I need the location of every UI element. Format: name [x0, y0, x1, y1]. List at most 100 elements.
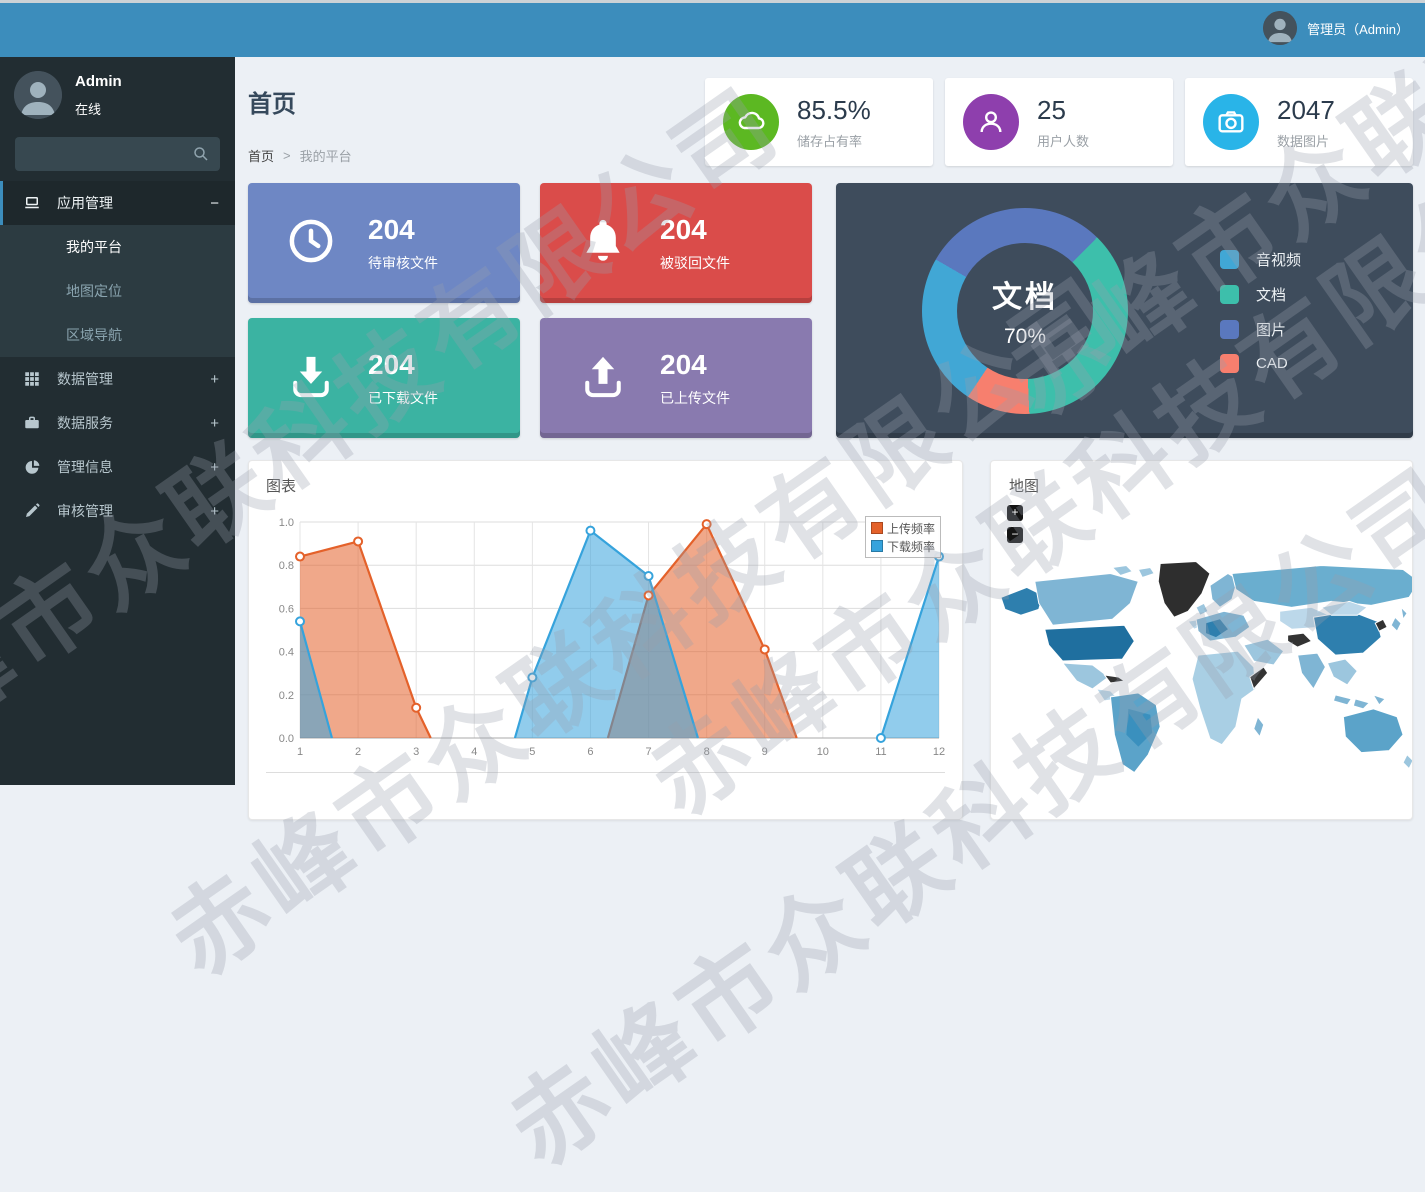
stat-label: 储存占有率 [797, 133, 863, 149]
search-icon[interactable] [192, 145, 210, 163]
submenu-app-management: 我的平台 地图定位 区域导航 [0, 225, 235, 357]
sidebar-search [15, 137, 220, 171]
cloud-icon [723, 94, 779, 150]
legend-item-audio-video[interactable]: 音视频 [1220, 249, 1301, 270]
world-map[interactable] [993, 559, 1413, 787]
sidebar-user-name: Admin [75, 72, 122, 90]
legend-label: 文档 [1256, 286, 1287, 304]
page-title: 首页 [248, 91, 296, 118]
sidebar-item-my-platform[interactable]: 我的平台 [66, 239, 122, 255]
line-chart[interactable]: 0.00.20.40.60.81.01 2 3 4 5 6 7 8 9 10 11 12 [266, 510, 945, 764]
tile-value: 204 [368, 348, 415, 380]
breadcrumb-current: 我的平台 [299, 149, 352, 164]
sidebar-item-data-management[interactable]: 数据管理 + [0, 357, 235, 401]
stat-card-storage: 85.5% 储存占有率 [705, 78, 933, 166]
donut-chart[interactable]: 文档 70% [922, 207, 1128, 414]
svg-text:1.0: 1.0 [279, 517, 294, 529]
svg-text:0.2: 0.2 [279, 690, 294, 702]
svg-text:0.4: 0.4 [279, 647, 294, 659]
chart-title: 图表 [266, 478, 297, 495]
grid-icon [23, 370, 41, 388]
tile-label: 被驳回文件 [660, 254, 730, 271]
sidebar-item-app-management[interactable]: 应用管理 − [0, 181, 235, 225]
tile-label: 已上传文件 [660, 389, 730, 406]
tile-label: 已下载文件 [368, 389, 438, 406]
sidebar-avatar [14, 71, 62, 119]
legend-item-download-rate[interactable]: 下载频率 [870, 537, 935, 555]
stat-card-users: 25 用户人数 [945, 78, 1173, 166]
tile-rejected-files[interactable]: 204 被驳回文件 [540, 183, 812, 303]
map-card: 地图 + − [990, 460, 1413, 820]
svg-text:9: 9 [762, 746, 768, 758]
breadcrumb: 首页 > 我的平台 [248, 146, 705, 165]
search-input[interactable] [25, 145, 192, 163]
svg-text:5: 5 [529, 746, 535, 758]
user-menu[interactable]: 管理员（Admin） [1263, 11, 1409, 45]
briefcase-icon [23, 414, 41, 432]
sidebar-item-management-info[interactable]: 管理信息 + [0, 445, 235, 489]
expand-icon: + [210, 414, 219, 432]
svg-text:10: 10 [817, 746, 829, 758]
breadcrumb-home[interactable]: 首页 [248, 149, 275, 164]
pencil-icon [23, 502, 41, 520]
menu-label: 数据管理 [57, 371, 113, 387]
legend-item-image[interactable]: 图片 [1220, 319, 1301, 340]
legend-item-cad[interactable]: CAD [1220, 353, 1301, 373]
map-zoom-in-button[interactable]: + [1007, 505, 1023, 521]
menu-label: 数据服务 [57, 415, 113, 431]
collapse-icon: − [210, 194, 219, 212]
frequency-chart-card: 图表 0.0 0.2 0.4 0.6 0.8 1.0 1 2 3 4 5 6 7 8 9 10 11 12 上传频… [248, 460, 963, 820]
sidebar-user-status: 在线 [75, 101, 102, 117]
donut-center-value: 70% [1003, 325, 1047, 348]
donut-legend: 音视频 文档 图片 CAD [1220, 235, 1301, 387]
tile-uploaded-files[interactable]: 204 已上传文件 [540, 318, 812, 438]
expand-icon: + [210, 502, 219, 520]
legend-item-upload-rate[interactable]: 上传频率 [870, 519, 935, 537]
svg-text:6: 6 [587, 746, 593, 758]
sidebar-menu: 应用管理 − 我的平台 地图定位 区域导航 数据管理 + 数据服务 + 管 [0, 181, 235, 533]
svg-text:0.0: 0.0 [279, 733, 294, 745]
menu-label: 应用管理 [57, 195, 113, 211]
donut-center: 文档 70% [957, 242, 1093, 379]
top-navbar [0, 0, 1425, 57]
menu-label: 审核管理 [57, 503, 113, 519]
tile-value: 204 [660, 213, 707, 245]
stat-label: 用户人数 [1037, 133, 1090, 149]
svg-text:0.6: 0.6 [279, 603, 294, 615]
sidebar-item-audit-management[interactable]: 审核管理 + [0, 489, 235, 533]
tile-label: 待审核文件 [368, 254, 438, 271]
legend-label: 下载频率 [886, 539, 935, 554]
map-title: 地图 [1009, 478, 1040, 495]
donut-center-label: 文档 [992, 281, 1058, 314]
pie-chart-icon [23, 458, 41, 476]
user-label: 管理员（Admin） [1307, 21, 1409, 37]
stat-value: 25 [1037, 94, 1066, 125]
tile-value: 204 [368, 213, 415, 245]
legend-label: 上传频率 [886, 521, 935, 536]
sidebar-item-region-nav[interactable]: 区域导航 [66, 327, 122, 343]
file-type-donut-panel: 文档 70% 音视频 文档 图片 CAD [836, 183, 1413, 438]
top-strip [0, 0, 1425, 3]
legend-label: 音视频 [1256, 251, 1302, 269]
svg-text:12: 12 [933, 746, 945, 758]
svg-text:3: 3 [413, 746, 419, 758]
legend-label: 图片 [1256, 321, 1287, 339]
map-zoom-out-button[interactable]: − [1007, 527, 1023, 543]
main-content: 首页 首页 > 我的平台 85.5% 储存占有率 [235, 57, 1425, 820]
tile-pending-files[interactable]: 204 待审核文件 [248, 183, 520, 303]
sidebar-item-map-locate[interactable]: 地图定位 [66, 283, 122, 299]
svg-text:0.8: 0.8 [279, 560, 294, 572]
download-icon [284, 349, 338, 408]
svg-text:8: 8 [704, 746, 710, 758]
svg-text:4: 4 [471, 746, 477, 758]
sidebar: Admin 在线 应用管理 − 我的平台 地图定位 区域导航 数据管理 + [0, 57, 235, 785]
legend-item-document[interactable]: 文档 [1220, 284, 1301, 305]
legend-swatch [870, 522, 883, 534]
tile-downloaded-files[interactable]: 204 已下载文件 [248, 318, 520, 438]
legend-swatch [1220, 319, 1239, 339]
stat-label: 数据图片 [1277, 133, 1330, 149]
clock-icon [284, 214, 338, 273]
legend-swatch [870, 540, 883, 552]
sidebar-item-data-service[interactable]: 数据服务 + [0, 401, 235, 445]
stat-card-images: 2047 数据图片 [1185, 78, 1413, 166]
